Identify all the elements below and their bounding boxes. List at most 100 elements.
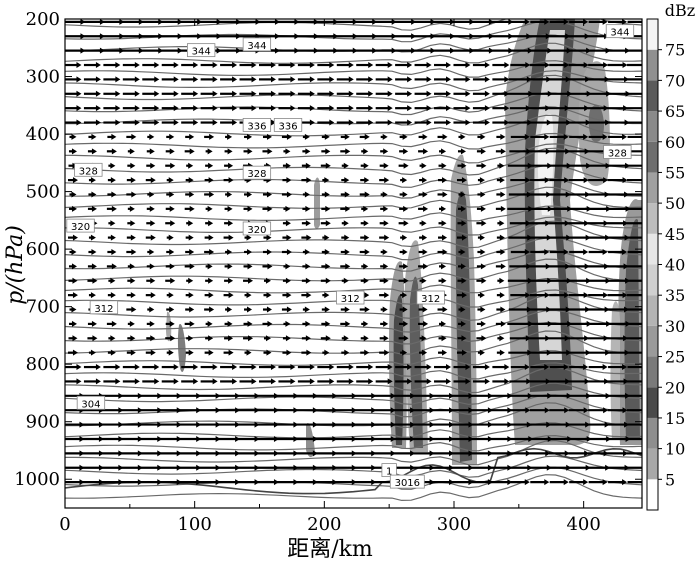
wind-arrowhead xyxy=(130,162,136,169)
wind-arrowhead xyxy=(383,162,389,169)
wind-arrowhead xyxy=(76,90,82,97)
colorbar-level: 65 xyxy=(665,102,685,121)
wind-arrowhead xyxy=(426,62,432,69)
wind-arrowhead xyxy=(228,234,234,241)
wind-arrowhead xyxy=(480,205,486,212)
x-axis-label: 距离/km xyxy=(287,537,373,562)
wind-arrowhead xyxy=(290,378,296,385)
wind-arrowhead xyxy=(499,349,505,356)
contour-label-box xyxy=(74,162,103,177)
wind-arrowhead xyxy=(344,177,350,184)
colorbar-swatch xyxy=(647,19,658,50)
wind-arrowhead xyxy=(110,162,116,169)
wind-arrowhead xyxy=(131,191,137,198)
wind-arrowhead xyxy=(91,320,97,327)
wind-arrowhead xyxy=(382,248,388,255)
wind-arrowhead xyxy=(465,76,471,83)
contour-label-box xyxy=(605,24,635,39)
wind-arrowhead xyxy=(465,90,471,97)
wind-arrowhead xyxy=(305,148,311,155)
wind-arrowhead xyxy=(329,378,335,385)
colorbar-swatch xyxy=(647,80,658,112)
wind-arrowhead xyxy=(364,234,370,241)
wind-arrowhead xyxy=(403,205,409,212)
wind-arrowhead xyxy=(149,320,155,327)
cell-mid-core xyxy=(455,191,472,463)
wind-arrowhead xyxy=(407,90,413,97)
wind-arrowhead xyxy=(500,148,506,155)
colorbar-level: 15 xyxy=(665,409,685,428)
wind-arrowhead xyxy=(461,177,467,184)
wind-arrowhead xyxy=(169,133,175,140)
wind-arrowhead xyxy=(460,248,466,255)
contour-label-box xyxy=(242,37,272,52)
wind-arrowhead xyxy=(227,263,233,270)
y-tick-label: 300 xyxy=(26,67,60,88)
wind-arrowhead xyxy=(603,62,609,69)
wind-arrowhead xyxy=(91,133,97,140)
contour-label: 312 xyxy=(341,294,360,305)
wind-arrowhead xyxy=(228,162,234,169)
wind-arrowhead xyxy=(384,349,390,356)
wind-arrowhead xyxy=(71,263,77,270)
wind-arrowhead xyxy=(564,62,570,69)
wind-arrowhead xyxy=(150,220,156,227)
y-tick-label: 600 xyxy=(26,239,60,260)
wind-arrowhead xyxy=(564,450,570,457)
wind-arrowhead xyxy=(479,234,485,241)
wind-arrowhead xyxy=(384,234,390,241)
colorbar-swatch xyxy=(647,172,658,204)
wind-arrowhead xyxy=(583,133,589,140)
wind-arrowhead xyxy=(154,90,160,97)
wind-arrowhead xyxy=(403,162,409,169)
wind-arrowhead xyxy=(460,320,466,327)
wind-arrowhead xyxy=(286,292,292,299)
wind-arrowhead xyxy=(383,148,389,155)
wind-arrowhead xyxy=(309,76,315,83)
wind-arrowhead xyxy=(368,62,374,69)
wind-arrowhead xyxy=(484,90,490,97)
wind-arrowhead xyxy=(91,248,97,255)
wind-arrowhead xyxy=(343,220,349,227)
wind-arrowhead xyxy=(251,76,257,83)
wind-arrowhead xyxy=(480,133,486,140)
wind-arrowhead xyxy=(270,364,276,371)
wind-arrowhead xyxy=(363,335,369,342)
wind-arrowhead xyxy=(309,119,315,126)
wind-arrowhead xyxy=(309,378,315,385)
wind-arrowhead xyxy=(71,148,77,155)
wind-arrowhead xyxy=(525,62,531,69)
wind-arrowhead xyxy=(154,76,160,83)
wind-arrowhead xyxy=(150,162,156,169)
wind-arrowhead xyxy=(149,205,155,212)
wind-arrowhead xyxy=(368,105,374,112)
wind-arrowhead xyxy=(285,220,291,227)
wind-arrowhead xyxy=(383,220,389,227)
wind-arrowhead xyxy=(622,248,628,255)
wind-arrowhead xyxy=(72,277,78,284)
wind-arrowhead xyxy=(228,177,234,184)
wind-arrowhead xyxy=(407,364,413,371)
wind-arrowhead xyxy=(110,292,116,299)
wind-arrowhead xyxy=(524,479,530,486)
wind-arrowhead xyxy=(267,263,273,270)
wind-arrowhead xyxy=(325,220,331,227)
wind-arrowhead xyxy=(115,105,121,112)
wind-arrowhead xyxy=(111,263,117,270)
colorbar-swatch xyxy=(647,417,658,449)
cell-main-bright xyxy=(537,113,554,215)
wind-arrowhead xyxy=(383,320,389,327)
wind-arrowhead xyxy=(251,364,257,371)
wind-arrowhead xyxy=(422,133,428,140)
wind-arrowhead xyxy=(71,248,77,255)
wind-arrowhead xyxy=(168,234,174,241)
wind-arrowhead xyxy=(603,292,609,299)
contour-label-box xyxy=(389,474,425,489)
wind-arrowhead xyxy=(189,148,195,155)
wind-arrowhead xyxy=(251,90,257,97)
wind-arrowhead xyxy=(507,479,513,486)
wind-arrowhead xyxy=(348,378,354,385)
wind-arrowhead xyxy=(602,248,608,255)
wind-arrowhead xyxy=(209,133,215,140)
wind-arrowhead xyxy=(642,292,647,298)
